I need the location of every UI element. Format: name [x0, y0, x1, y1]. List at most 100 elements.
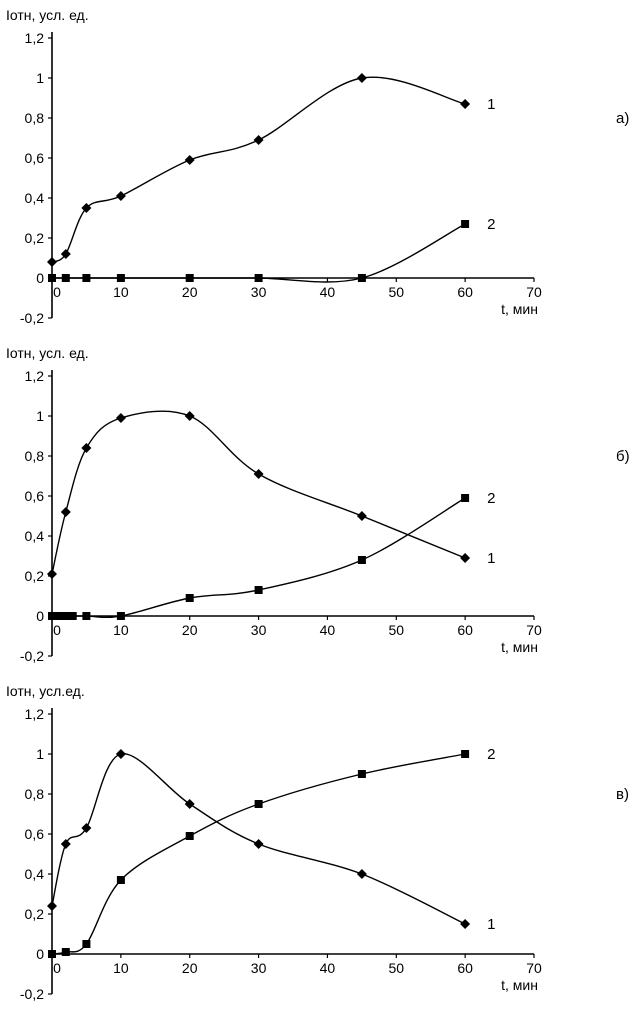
y-tick-label: 0,2: [25, 568, 45, 584]
y-tick-label: 0,2: [25, 906, 45, 922]
series-label-1: 1: [487, 96, 495, 113]
x-tick-label: 60: [457, 960, 473, 976]
series-label-2: 2: [487, 746, 495, 763]
panel-label: в): [616, 786, 629, 803]
x-tick-label: 70: [526, 622, 542, 638]
diamond-marker: [81, 823, 92, 833]
y-tick-label: 0,6: [25, 150, 45, 166]
square-marker: [61, 948, 70, 956]
x-tick-label: 10: [113, 622, 129, 638]
diamond-marker: [60, 507, 71, 517]
diamond-marker: [81, 203, 92, 213]
x-tick-label: 40: [320, 284, 336, 300]
y-tick-label: 0,8: [25, 448, 45, 464]
square-marker: [68, 612, 77, 620]
x-tick-label: 30: [251, 622, 267, 638]
y-tick-label: 0,6: [25, 826, 45, 842]
square-marker: [185, 274, 194, 282]
x-tick-label: 30: [251, 284, 267, 300]
x-tick-label: 20: [182, 622, 198, 638]
square-marker: [185, 832, 194, 840]
square-marker: [61, 274, 70, 282]
y-axis-title: Iотн, усл. ед.: [6, 345, 89, 361]
series-2-line: [52, 497, 466, 619]
y-tick-label: 1,2: [25, 30, 45, 46]
x-tick-label: 10: [113, 284, 129, 300]
x-tick-label: 40: [320, 960, 336, 976]
y-tick-label: 1,2: [25, 368, 45, 384]
series-label-2: 2: [487, 490, 495, 507]
series-label-1: 1: [487, 916, 495, 933]
y-tick-label: 1: [36, 746, 44, 762]
diamond-marker: [60, 249, 71, 259]
square-marker: [116, 876, 125, 884]
y-axis-title: Iотн, усл. ед.: [6, 7, 89, 23]
x-tick-label: 0: [53, 284, 61, 300]
y-tick-label: 0,4: [25, 866, 45, 882]
y-tick-label: 0,8: [25, 110, 45, 126]
x-tick-label: 50: [388, 284, 404, 300]
diamond-marker: [60, 839, 71, 849]
x-axis-title: t, мин: [501, 301, 538, 317]
chart-panel-v: -0,2 0 0,2 0,4 0,6 0,8 1 1,2 0 10 20 30 40 50 60 70 Iотн…: [0, 676, 636, 1014]
square-marker: [82, 274, 91, 282]
panel-label: а): [616, 110, 629, 127]
diamond-marker: [253, 135, 264, 145]
series-1-line: [51, 410, 466, 575]
y-tick-label: 1: [36, 70, 44, 86]
chart-b-svg: -0,2 0 0,2 0,4 0,6 0,8 1 1,2 0 10 20 30 40 50 60 70 Iотн…: [0, 338, 636, 676]
x-tick-label: 40: [320, 622, 336, 638]
x-tick-label: 50: [388, 622, 404, 638]
diamond-marker: [184, 799, 195, 809]
x-tick-label: 0: [53, 960, 61, 976]
diamond-marker: [115, 413, 126, 423]
y-tick-label: 0,6: [25, 488, 45, 504]
chart-v-svg: -0,2 0 0,2 0,4 0,6 0,8 1 1,2 0 10 20 30 40 50 60 70 Iотн…: [0, 676, 636, 1014]
diamond-marker: [115, 749, 126, 759]
y-tick-label: 0: [36, 608, 44, 624]
y-tick-label: 0,4: [25, 190, 45, 206]
y-tick-label: 1,2: [25, 706, 45, 722]
y-axis-title: Iотн, усл.ед.: [6, 683, 85, 699]
square-marker: [82, 940, 91, 948]
diamond-marker: [115, 191, 126, 201]
y-tick-label: 0,2: [25, 230, 45, 246]
diamond-marker: [356, 511, 367, 521]
y-tick-label: -0,2: [20, 310, 44, 326]
y-tick-label: 0: [36, 946, 44, 962]
x-tick-label: 50: [388, 960, 404, 976]
diamond-marker: [356, 869, 367, 879]
square-marker: [461, 494, 470, 502]
square-marker: [461, 220, 470, 228]
diamond-marker: [460, 99, 471, 109]
y-tick-label: -0,2: [20, 986, 44, 1002]
diamond-marker: [253, 839, 264, 849]
x-axis-title: t, мин: [501, 639, 538, 655]
series-1-line: [51, 76, 466, 263]
x-tick-label: 70: [526, 284, 542, 300]
x-tick-label: 70: [526, 960, 542, 976]
square-marker: [48, 274, 56, 282]
square-marker: [357, 274, 366, 282]
panel-label: б): [616, 448, 630, 465]
x-tick-label: 10: [113, 960, 129, 976]
square-marker: [254, 800, 263, 808]
square-marker: [54, 612, 63, 620]
diamond-marker: [184, 411, 195, 421]
diamond-marker: [81, 443, 92, 453]
square-marker: [461, 750, 470, 758]
x-tick-label: 20: [182, 960, 198, 976]
y-tick-label: 0: [36, 270, 44, 286]
diamond-marker: [47, 257, 57, 267]
square-marker: [116, 612, 125, 620]
square-marker: [254, 586, 263, 594]
chart-panel-a: -0,2 0 0,2 0,4 0,6 0,8 1 1,2 0 10 20 30 40 50 60 70 Iотн…: [0, 0, 636, 338]
x-axis-title: t, мин: [501, 977, 538, 993]
x-tick-label: 60: [457, 622, 473, 638]
y-tick-label: 0,4: [25, 528, 45, 544]
square-marker: [357, 556, 366, 564]
diamond-marker: [356, 73, 367, 83]
diamond-marker: [460, 553, 471, 563]
square-marker: [254, 274, 263, 282]
